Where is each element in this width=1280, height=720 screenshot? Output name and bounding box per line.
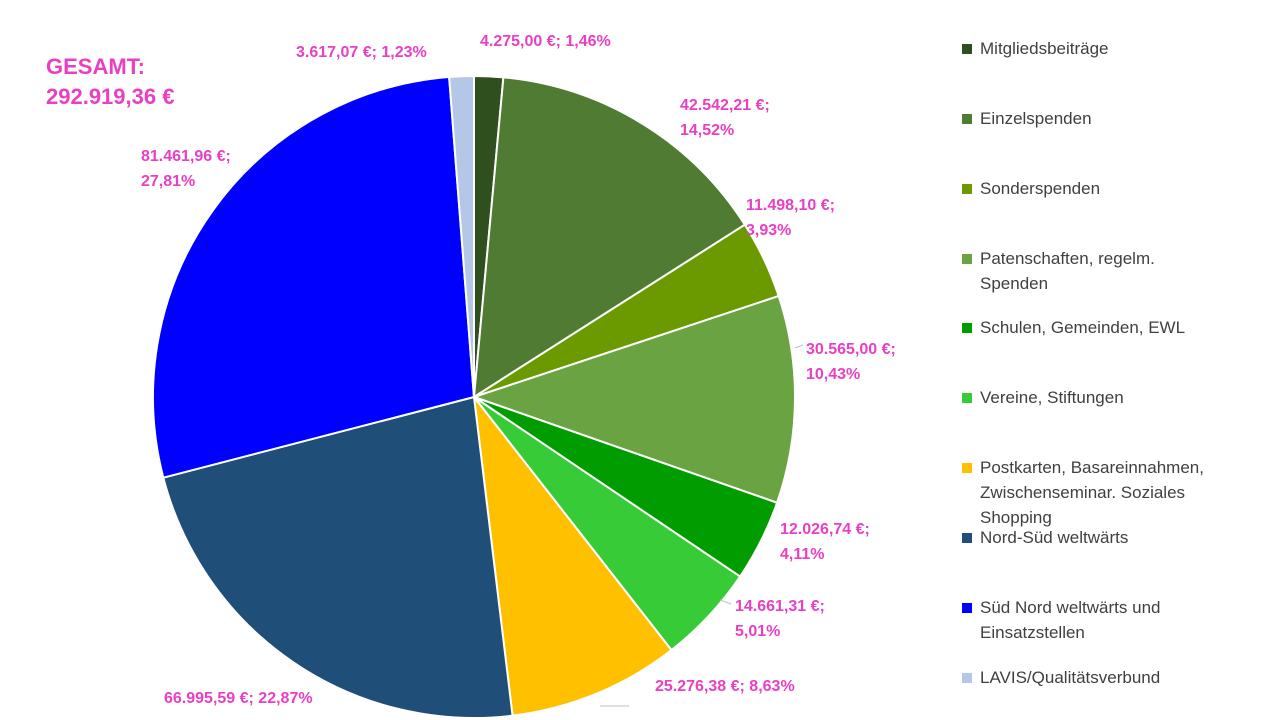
data-label-8: 66.995,59 €; 22,87% — [164, 690, 313, 707]
data-label-line: 10,43% — [806, 366, 860, 383]
pie-slice-9 — [152, 75, 476, 479]
legend-label-line: Zwischenseminar. Soziales — [980, 483, 1186, 502]
legend-swatch — [962, 603, 972, 613]
total-value: 292.919,36 € — [46, 84, 175, 109]
data-label-line: 3.617,07 €; 1,23% — [296, 44, 427, 61]
legend-swatch — [962, 463, 972, 473]
legend-label: Postkarten, Basareinnahmen, Zwischensemin… — [980, 455, 1204, 530]
legend-label-line: Vereine, Stiftungen — [980, 388, 1124, 407]
legend-item: Mitgliedsbeiträge — [962, 36, 1262, 61]
pie-slice-7 — [472, 393, 673, 717]
legend-label-line: Patenschaften, regelm. — [980, 249, 1155, 268]
legend-swatch — [962, 323, 972, 333]
legend-label-line: Mitgliedsbeiträge — [980, 39, 1109, 58]
legend-item: Vereine, Stiftungen — [962, 385, 1262, 410]
pie-slice-2 — [472, 76, 747, 399]
data-label-line: 27,81% — [141, 173, 195, 190]
data-label-2: 42.542,21 €; 14,52% — [680, 97, 770, 139]
legend-item: Nord-Süd weltwärts — [962, 525, 1262, 550]
legend-swatch — [962, 254, 972, 264]
data-label-line: 11.498,10 €; — [746, 197, 835, 214]
legend-label: Mitgliedsbeiträge — [980, 36, 1109, 61]
legend-label: LAVIS/Qualitätsverbund — [980, 665, 1160, 690]
legend-swatch — [962, 673, 972, 683]
legend-label-line: Spenden — [980, 274, 1049, 293]
data-label-line: 25.276,38 €; 8,63% — [655, 678, 795, 695]
legend-label-line: Einzelspenden — [980, 109, 1092, 128]
legend-label-line: Süd Nord weltwärts und — [980, 598, 1161, 617]
legend-label-line: Postkarten, Basareinnahmen, — [980, 458, 1204, 477]
data-label-line: 3,93% — [746, 222, 791, 239]
legend-label-line: Sonderspenden — [980, 179, 1101, 198]
legend-label-line: Nord-Süd weltwärts — [980, 528, 1129, 547]
data-label-3: 11.498,10 €; 3,93% — [746, 197, 835, 239]
data-label-line: 30.565,00 €; — [806, 341, 896, 358]
legend-swatch — [962, 393, 972, 403]
legend-label: Nord-Süd weltwärts — [980, 525, 1128, 550]
legend-label: Patenschaften, regelm. Spenden — [980, 246, 1155, 296]
legend-swatch — [962, 114, 972, 124]
pie-slices — [152, 74, 796, 719]
legend-label-line: Shopping — [980, 508, 1052, 527]
data-label-line: 66.995,59 €; 22,87% — [164, 690, 313, 707]
pie-slice-8 — [162, 395, 514, 719]
leader-line-2 — [794, 344, 804, 349]
legend-item: Einzelspenden — [962, 106, 1262, 131]
data-label-6: 14.661,31 €; 5,01% — [735, 598, 825, 640]
legend-item: LAVIS/Qualitätsverbund — [962, 665, 1262, 690]
legend-label-line: Schulen, Gemeinden, EWL — [980, 318, 1186, 337]
legend-item: Sonderspenden — [962, 176, 1262, 201]
legend-label: Schulen, Gemeinden, EWL — [980, 315, 1185, 340]
legend-label: Sonderspenden — [980, 176, 1100, 201]
legend-item: Süd Nord weltwärts und Einsatzstellen — [962, 595, 1262, 645]
data-label-line: 4.275,00 €; 1,46% — [480, 33, 611, 50]
data-label-9: 81.461,96 €; 27,81% — [141, 148, 231, 190]
total-caption: GESAMT: — [46, 54, 145, 79]
pie-slice-4 — [470, 294, 796, 505]
pie-data-labels: 4.275,00 €; 1,46% 42.542,21 €; 14,52% 11.49… — [141, 33, 896, 707]
legend-item: Patenschaften, regelm. Spenden — [962, 246, 1262, 296]
data-label-line: 14.661,31 €; — [735, 598, 825, 615]
legend-label: Süd Nord weltwärts und Einsatzstellen — [980, 595, 1160, 645]
data-label-5: 12.026,74 €; 4,11% — [780, 521, 870, 563]
legend-item: Postkarten, Basareinnahmen, Zwischensemin… — [962, 455, 1262, 530]
data-label-line: 5,01% — [735, 623, 780, 640]
legend-label-line: Einsatzstellen — [980, 623, 1085, 642]
legend-swatch — [962, 533, 972, 543]
legend-item: Schulen, Gemeinden, EWL — [962, 315, 1262, 340]
legend-swatch — [962, 184, 972, 194]
leader-line-3 — [719, 599, 732, 605]
data-label-line: 81.461,96 €; — [141, 148, 231, 165]
data-label-line: 14,52% — [680, 122, 734, 139]
legend-label: Vereine, Stiftungen — [980, 385, 1124, 410]
data-label-10: 3.617,07 €; 1,23% — [296, 44, 427, 61]
data-label-4: 30.565,00 €; 10,43% — [806, 341, 896, 383]
data-label-7: 25.276,38 €; 8,63% — [655, 678, 795, 695]
legend-label: Einzelspenden — [980, 106, 1092, 131]
legend-swatch — [962, 44, 972, 54]
data-label-line: 42.542,21 €; — [680, 97, 770, 114]
data-label-1: 4.275,00 €; 1,46% — [480, 33, 611, 50]
legend-label-line: LAVIS/Qualitätsverbund — [980, 668, 1161, 687]
data-label-line: 4,11% — [780, 546, 824, 563]
total-summary: GESAMT: 292.919,36 € — [46, 52, 174, 112]
pie-slice-10 — [448, 74, 475, 398]
data-label-line: 12.026,74 €; — [780, 521, 870, 538]
